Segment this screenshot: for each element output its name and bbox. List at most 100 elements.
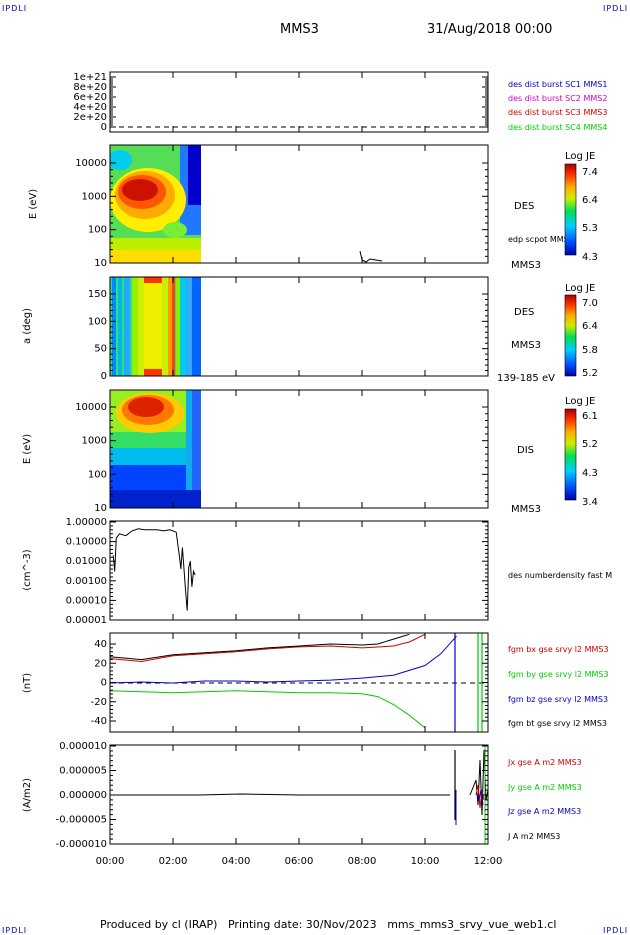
footer-printing-date: Printing date: 30/Nov/2023 (227, 918, 377, 931)
footer: Produced by cl (IRAP) Printing date: 30/… (100, 918, 556, 931)
dis-energy-ylabel: E (eV) (22, 434, 33, 464)
burst-tick-label: 1e+21 (73, 72, 107, 83)
des-energy-tick-label: 100 (88, 225, 107, 236)
burst-legend-1: des dist burst SC1 MMS1 (508, 80, 607, 89)
b-field-tick-label: 20 (94, 658, 107, 669)
density-legend: des numberdensity fast M (508, 571, 612, 580)
b-legend-bz: fgm bz gse srvy l2 MMS3 (508, 695, 608, 704)
density-tick-label: 0.01000 (66, 556, 107, 567)
logo-bottom-left: IPDLI (2, 926, 28, 935)
b-series-by (110, 690, 426, 729)
des-pitch-energy-range: 139-185 eV (497, 373, 555, 384)
dis-energy-colorbar (564, 408, 577, 501)
burst-tick-label: 2e+20 (73, 112, 107, 123)
j-legend-jx: Jx gse A m2 MMS3 (507, 758, 582, 767)
b-field-tick-label: -40 (91, 716, 107, 727)
panel-b-field: 40 20 0 -20 -40 (nT) fgm bx gse srvy l2 MMS3… (22, 632, 609, 733)
x-tick-label: 00:00 (96, 856, 125, 867)
current-series-j (110, 793, 450, 796)
dis-energy-cbar-tick-4: 3.4 (582, 497, 598, 508)
density-tick-label: 0.00001 (66, 615, 107, 626)
density-tick-label: 0.00100 (66, 576, 107, 587)
panel-density: 1.00000 0.10000 0.01000 0.00100 0.00010 0.000… (22, 517, 612, 626)
x-tick-label: 04:00 (222, 856, 251, 867)
b-field-tick-label: 40 (94, 639, 107, 650)
b-series-bx (110, 633, 426, 663)
des-energy-cbar-tick-3: 5.3 (582, 223, 598, 234)
des-energy-instrument: DES (514, 201, 534, 212)
time-axis: 00:00 02:00 04:00 06:00 08:00 10:00 12:00 (96, 72, 502, 867)
j-legend-jy: Jy gse A m2 MMS3 (507, 783, 582, 792)
density-tick-label: 1.00000 (66, 517, 107, 528)
spacecraft-title: MMS3 (280, 22, 319, 37)
des-pitch-tick-label: 100 (88, 316, 107, 327)
dis-energy-tick-label: 1000 (82, 436, 107, 447)
footer-product: mms_mms3_srvy_vue_web1.cl (387, 918, 557, 931)
j-legend-jz: Jz gse A m2 MMS3 (507, 807, 581, 816)
des-energy-tick-label: 10 (94, 258, 107, 269)
burst-tick-label: 0 (101, 122, 107, 133)
des-energy-spectrogram (110, 145, 383, 263)
b-series-bz (110, 635, 457, 684)
des-pitch-tick-label: 0 (101, 371, 107, 382)
burst-legend-4: des dist burst SC4 MMS4 (508, 123, 607, 132)
panel-dis-energy: 10000 1000 100 10 E (eV) DIS MMS3 Log JE 6.… (22, 389, 598, 515)
burst-legend-3: des dist burst SC3 MMS3 (508, 108, 607, 117)
current-tick-label: 0.000010 (59, 741, 107, 752)
datetime-title: 31/Aug/2018 00:00 (427, 22, 553, 37)
dis-energy-cbar-tick-3: 4.3 (582, 468, 598, 479)
x-tick-label: 02:00 (159, 856, 188, 867)
des-pitch-tick-label: 50 (94, 344, 107, 355)
des-energy-tick-label: 1000 (82, 191, 107, 202)
j-legend-j: J A m2 MMS3 (507, 832, 560, 841)
des-pitch-instrument: DES (514, 307, 534, 318)
burst-tick-label: 6e+20 (73, 92, 107, 103)
logo-top-right: IPDLI (603, 4, 629, 13)
panel-burst-frame (109, 71, 489, 133)
des-energy-cbar-tick-2: 6.4 (582, 195, 598, 206)
density-ylabel: (cm^-3) (22, 549, 33, 590)
des-energy-cbar-tick-1: 7.4 (582, 167, 598, 178)
panel-des-pitch: 150 100 50 0 a (deg) DES MMS3 139-185 eV Lo… (22, 276, 598, 384)
b-legend-bx: fgm bx gse srvy l2 MMS3 (508, 645, 609, 654)
des-energy-tick-label: 10000 (75, 158, 107, 169)
panel-density-frame (109, 520, 489, 621)
b-field-ylabel: (nT) (22, 673, 33, 693)
density-tick-label: 0.00010 (66, 595, 107, 606)
des-pitch-colorbar (564, 294, 577, 377)
dis-energy-cbar-tick-1: 6.1 (582, 411, 598, 422)
des-energy-colorbar (564, 163, 577, 256)
panel-current: 0.000010 0.000005 0.000000 -0.000005 -0.0000… (22, 741, 582, 850)
des-pitch-cbar-tick-2: 6.4 (582, 321, 598, 332)
des-pitch-ylabel: a (deg) (22, 308, 33, 344)
current-tick-label: -0.000005 (56, 815, 107, 826)
burst-tick-label: 4e+20 (73, 102, 107, 113)
dis-energy-cbar-title: Log JE (565, 396, 595, 407)
density-series-line (112, 528, 196, 611)
b-legend-by: fgm by gse srvy l2 MMS3 (508, 670, 609, 679)
b-field-tick-label: 0 (101, 678, 107, 689)
burst-tick-label: 8e+20 (73, 82, 107, 93)
current-tick-label: 0.000005 (59, 766, 107, 777)
panel-des-energy: 10000 1000 100 10 E (eV) DES edp scpot MMS3… (28, 144, 598, 271)
des-energy-cbar-tick-4: 4.3 (582, 252, 598, 263)
b-legend-bt: fgm bt gse srvy l2 MMS3 (508, 719, 607, 728)
x-tick-label: 10:00 (411, 856, 440, 867)
des-energy-cbar-title: Log JE (565, 151, 595, 162)
b-series-bt (110, 633, 410, 661)
des-pitch-spacecraft: MMS3 (511, 340, 541, 351)
b-field-tick-label: -20 (91, 697, 107, 708)
current-tick-label: -0.000010 (56, 839, 107, 850)
density-tick-label: 0.10000 (66, 537, 107, 548)
des-energy-extra-label: edp scpot MMS3 (508, 235, 574, 244)
logo-top-left: IPDLI (2, 4, 28, 13)
des-pitch-cbar-tick-3: 5.8 (582, 345, 598, 356)
logo-bottom-right: IPDLI (603, 926, 629, 935)
burst-legend-2: des dist burst SC2 MMS2 (508, 94, 607, 103)
dis-energy-spectrogram (110, 390, 201, 508)
footer-produced-by: Produced by cl (IRAP) (100, 918, 218, 931)
des-pitch-spectrogram (110, 277, 201, 376)
x-tick-label: 08:00 (348, 856, 377, 867)
dis-energy-tick-label: 100 (88, 469, 107, 480)
